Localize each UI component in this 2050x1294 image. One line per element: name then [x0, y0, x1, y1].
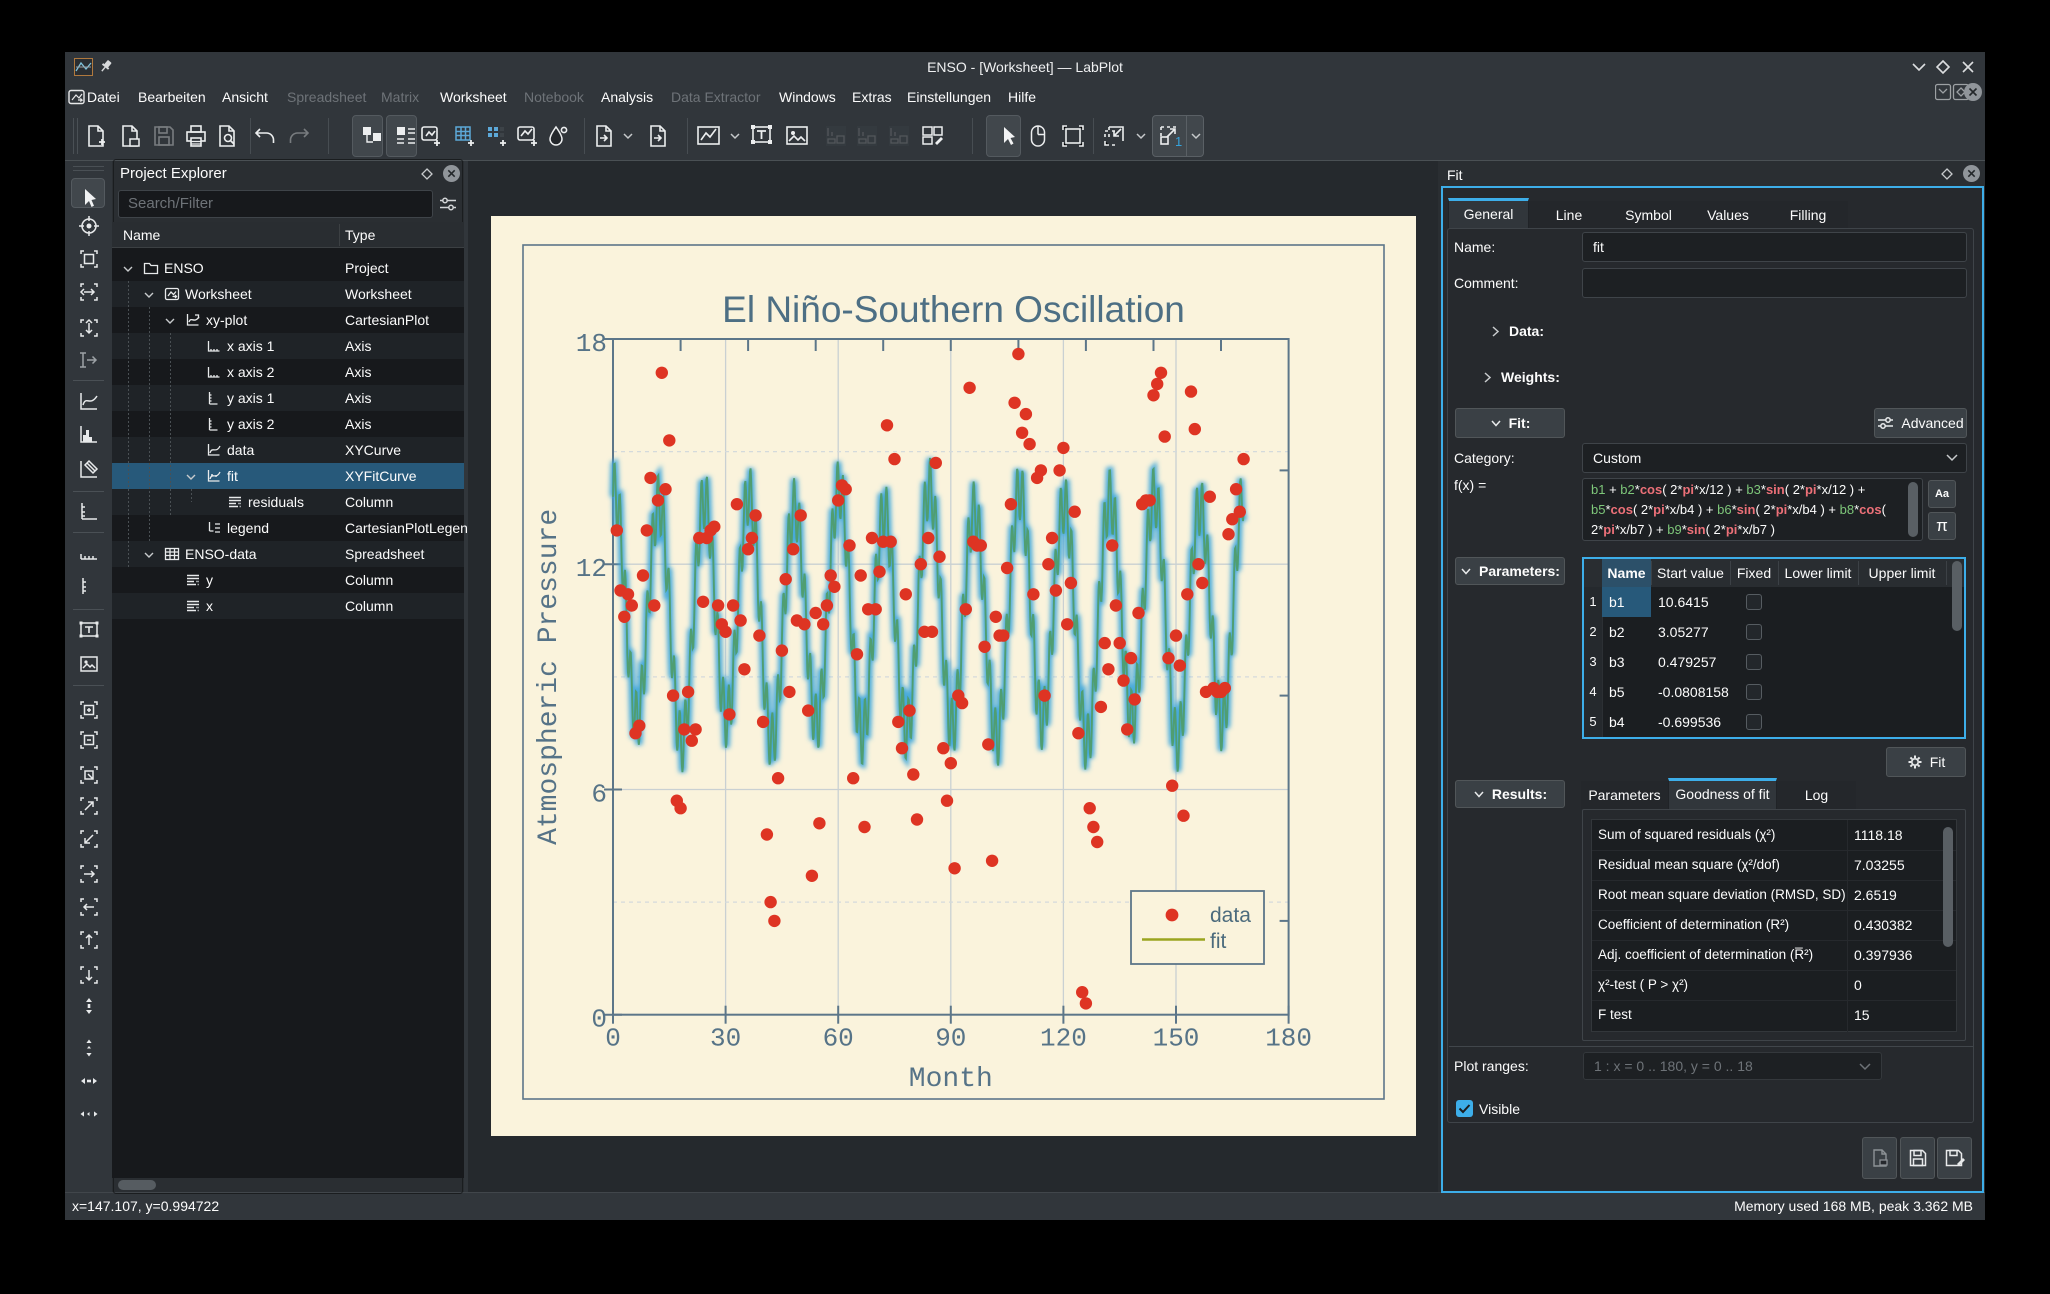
svg-text:18: 18	[576, 329, 607, 359]
svg-text:Month: Month	[909, 1064, 993, 1095]
svg-text:1: 1	[1175, 134, 1182, 149]
svg-text:30: 30	[710, 1024, 741, 1054]
svg-text:180: 180	[1265, 1024, 1312, 1054]
svg-text:data: data	[1210, 904, 1251, 927]
svg-text:12: 12	[576, 554, 607, 584]
svg-text:150: 150	[1153, 1024, 1200, 1054]
svg-text:90: 90	[935, 1024, 966, 1054]
svg-text:60: 60	[823, 1024, 854, 1054]
svg-text:0: 0	[591, 1005, 607, 1035]
svg-text:0: 0	[605, 1024, 621, 1054]
svg-text:Atmospheric Pressure: Atmospheric Pressure	[534, 509, 565, 845]
svg-text:120: 120	[1040, 1024, 1087, 1054]
svg-text:fit: fit	[1210, 930, 1227, 953]
svg-text:El Niño-Southern Oscillation: El Niño-Southern Oscillation	[722, 289, 1185, 330]
svg-text:6: 6	[591, 780, 607, 810]
